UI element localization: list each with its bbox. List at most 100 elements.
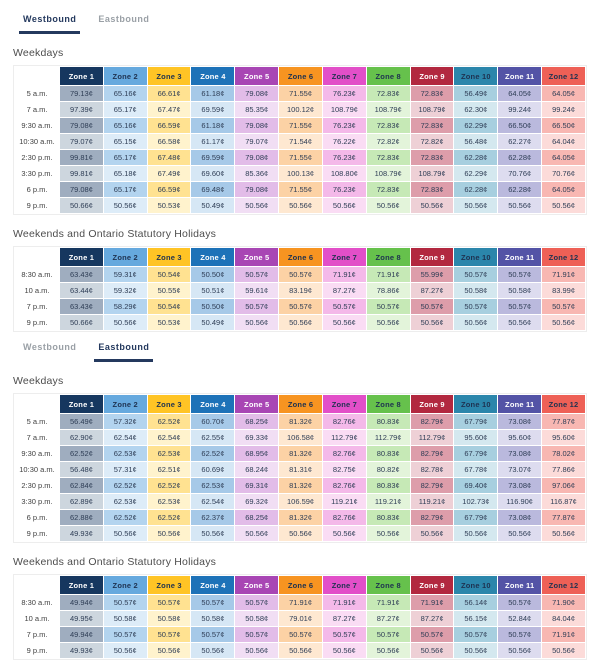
fare-cell: 50.56¢ <box>542 643 585 658</box>
fare-cell: 95.60¢ <box>542 430 585 445</box>
fare-row: 5 a.m. 56.49¢ 57.32¢ 62.52¢ 60.70¢ 68.25¢ 81.3… <box>15 414 585 429</box>
zone-column-header: Zone 10 <box>454 576 498 594</box>
fare-cell: 62.84¢ <box>60 478 103 493</box>
zone-header-row: Zone 1 Zone 2 Zone 3 Zone 4 Zone 5 Zone 6 Zone… <box>15 248 585 266</box>
direction-section-westbound: Westbound Eastbound Weekdays Zone 1 Zone 2 Zo… <box>13 6 587 332</box>
fare-cell: 50.56¢ <box>235 526 279 541</box>
fare-cell: 82.76¢ <box>322 414 366 429</box>
fare-cell: 62.37¢ <box>191 510 235 525</box>
tab-westbound[interactable]: Westbound <box>23 342 77 352</box>
fare-row: 9 p.m. 50.66¢ 50.56¢ 50.53¢ 50.49¢ 50.56¢ 50.5… <box>15 315 585 330</box>
fare-row: 9:30 a.m. 62.52¢ 62.53¢ 62.53¢ 62.52¢ 68.95¢ 8… <box>15 446 585 461</box>
fare-cell: 79.08¢ <box>235 86 279 101</box>
fare-cell: 87.27¢ <box>410 283 454 298</box>
fare-cell: 50.66¢ <box>60 315 103 330</box>
zone-column-header: Zone 8 <box>366 395 410 413</box>
fare-cell: 69.59¢ <box>191 102 235 117</box>
fare-cell: 119.21¢ <box>322 494 366 509</box>
fare-cell: 50.56¢ <box>542 315 585 330</box>
tab-westbound[interactable]: Westbound <box>19 6 81 34</box>
fare-cell: 50.57¢ <box>498 267 542 282</box>
fare-cell: 50.57¢ <box>498 627 542 642</box>
fare-cell: 73.08¢ <box>498 510 542 525</box>
time-row-label: 10:30 a.m. <box>15 462 59 477</box>
zone-column-header: Zone 3 <box>147 67 191 85</box>
zone-column-header: Zone 11 <box>498 395 542 413</box>
fare-cell: 61.18¢ <box>191 86 235 101</box>
fare-cell: 106.59¢ <box>279 494 322 509</box>
time-row-label: 5 a.m. <box>15 414 59 429</box>
fare-cell: 50.50¢ <box>191 267 235 282</box>
time-row-label: 2:30 p.m. <box>15 478 59 493</box>
fare-cell: 69.32¢ <box>235 494 279 509</box>
fare-row: 9 p.m. 49.93¢ 50.56¢ 50.56¢ 50.56¢ 50.56¢ 50.5… <box>15 643 585 658</box>
zone-column-header: Zone 5 <box>235 248 279 266</box>
fare-row: 3:30 p.m. 99.81¢ 65.18¢ 67.49¢ 69.60¢ 85.36¢ 1… <box>15 166 585 181</box>
time-row-label: 2:30 p.m. <box>15 150 59 165</box>
fare-cell: 72.83¢ <box>410 118 454 133</box>
fare-cell: 62.28¢ <box>498 150 542 165</box>
fare-cell: 50.56¢ <box>366 198 410 213</box>
fare-cell: 108.80¢ <box>322 166 366 181</box>
fare-cell: 72.83¢ <box>366 182 410 197</box>
fare-cell: 50.57¢ <box>279 627 322 642</box>
fare-cell: 71.90¢ <box>542 595 585 610</box>
tab-eastbound[interactable]: Eastbound <box>98 14 150 24</box>
fare-cell: 71.91¢ <box>410 595 454 610</box>
fare-cell: 100.12¢ <box>279 102 322 117</box>
fare-cell: 70.76¢ <box>498 166 542 181</box>
fare-cell: 62.28¢ <box>454 182 498 197</box>
fare-cell: 95.60¢ <box>498 430 542 445</box>
fare-cell: 71.91¢ <box>542 627 585 642</box>
zone-column-header: Zone 5 <box>235 67 279 85</box>
fare-cell: 50.66¢ <box>60 198 103 213</box>
fare-cell: 71.91¢ <box>366 267 410 282</box>
zone-header-row: Zone 1 Zone 2 Zone 3 Zone 4 Zone 5 Zone 6 Zone… <box>15 67 585 85</box>
fare-cell: 76.23¢ <box>322 150 366 165</box>
time-row-label: 3:30 p.m. <box>15 166 59 181</box>
fare-cell: 67.79¢ <box>454 510 498 525</box>
fare-cell: 69.31¢ <box>235 478 279 493</box>
fare-cell: 73.08¢ <box>498 414 542 429</box>
fare-cell: 50.57¢ <box>235 595 279 610</box>
fare-cell: 50.57¢ <box>147 595 191 610</box>
fare-cell: 108.79¢ <box>410 166 454 181</box>
fare-cell: 50.56¢ <box>322 526 366 541</box>
time-row-label: 3:30 p.m. <box>15 494 59 509</box>
zone-column-header: Zone 5 <box>235 395 279 413</box>
fare-row: 10 a.m. 63.44¢ 59.32¢ 50.55¢ 50.51¢ 59.61¢ 83.… <box>15 283 585 298</box>
fare-cell: 67.79¢ <box>454 414 498 429</box>
zone-column-header: Zone 3 <box>147 395 191 413</box>
fare-cell: 50.56¢ <box>103 526 147 541</box>
fare-row: 6 p.m. 62.88¢ 62.52¢ 62.52¢ 62.37¢ 68.25¢ 81.3… <box>15 510 585 525</box>
zone-column-header: Zone 9 <box>410 67 454 85</box>
fare-cell: 95.60¢ <box>454 430 498 445</box>
fare-cell: 62.52¢ <box>103 478 147 493</box>
fare-cell: 62.89¢ <box>60 494 103 509</box>
tab-eastbound[interactable]: Eastbound <box>94 334 154 362</box>
fare-cell: 50.56¢ <box>454 526 498 541</box>
fare-cell: 80.83¢ <box>366 414 410 429</box>
fare-cell: 50.56¢ <box>454 198 498 213</box>
fare-cell: 62.53¢ <box>147 446 191 461</box>
fare-cell: 67.49¢ <box>147 166 191 181</box>
fare-table: Zone 1 Zone 2 Zone 3 Zone 4 Zone 5 Zone 6 Zone… <box>13 246 587 332</box>
fare-cell: 49.93¢ <box>60 526 103 541</box>
fare-cell: 50.57¢ <box>454 267 498 282</box>
fare-cell: 50.57¢ <box>454 299 498 314</box>
fare-cell: 66.59¢ <box>147 118 191 133</box>
time-row-label: 5 a.m. <box>15 86 59 101</box>
fare-cell: 50.56¢ <box>235 198 279 213</box>
fare-cell: 82.75¢ <box>322 462 366 477</box>
fare-cell: 81.32¢ <box>279 446 322 461</box>
fare-cell: 99.24¢ <box>542 102 585 117</box>
direction-tabs: Westbound Eastbound <box>19 334 587 362</box>
fare-cell: 82.79¢ <box>410 478 454 493</box>
fare-cell: 100.13¢ <box>279 166 322 181</box>
table-title: Weekdays <box>13 375 64 387</box>
fare-row: 7 a.m. 62.90¢ 62.54¢ 62.54¢ 62.55¢ 69.33¢ 106.… <box>15 430 585 445</box>
fare-row: 10:30 a.m. 56.48¢ 57.31¢ 62.51¢ 60.69¢ 68.24¢… <box>15 462 585 477</box>
fare-cell: 76.23¢ <box>322 182 366 197</box>
fare-cell: 50.57¢ <box>147 627 191 642</box>
